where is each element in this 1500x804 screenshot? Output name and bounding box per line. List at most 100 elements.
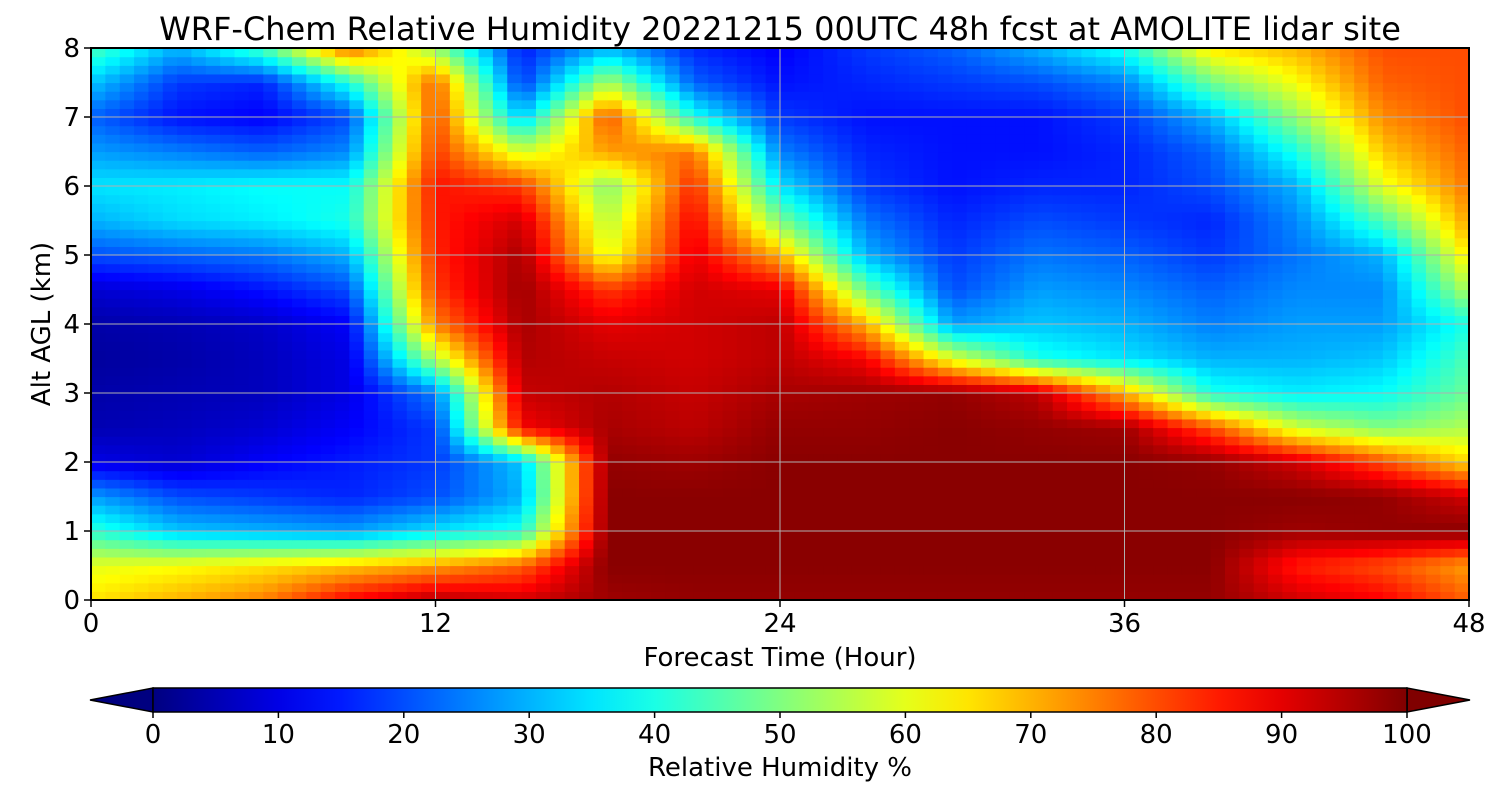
heatmap-cell <box>378 264 393 273</box>
heatmap-cell <box>1369 376 1384 385</box>
heatmap-cell <box>263 453 278 462</box>
heatmap-cell <box>1067 419 1082 428</box>
heatmap-cell <box>1168 428 1183 437</box>
heatmap-cell <box>895 445 910 454</box>
heatmap-cell <box>967 333 982 342</box>
heatmap-cell <box>837 307 852 316</box>
heatmap-cell <box>263 505 278 514</box>
heatmap-cell <box>1412 557 1427 566</box>
heatmap-cell <box>1311 152 1326 161</box>
heatmap-cell <box>1024 298 1039 307</box>
heatmap-cell <box>177 255 192 264</box>
heatmap-cell <box>1325 548 1340 557</box>
heatmap-cell <box>105 436 120 445</box>
heatmap-cell <box>249 290 264 299</box>
heatmap-cell <box>579 152 594 161</box>
heatmap-cell <box>278 445 293 454</box>
heatmap-cell <box>536 298 551 307</box>
heatmap-cell <box>148 583 163 592</box>
heatmap-cell <box>636 246 651 255</box>
heatmap-cell <box>1168 255 1183 264</box>
heatmap-cell <box>105 350 120 359</box>
heatmap-cell <box>177 324 192 333</box>
heatmap-cell <box>349 341 364 350</box>
heatmap-cell <box>737 246 752 255</box>
heatmap-cell <box>306 298 321 307</box>
heatmap-cell <box>507 264 522 273</box>
heatmap-cell <box>809 574 824 583</box>
heatmap-cell <box>479 445 494 454</box>
heatmap-cell <box>579 195 594 204</box>
heatmap-cell <box>464 298 479 307</box>
heatmap-cell <box>809 169 824 178</box>
heatmap-cell <box>235 583 250 592</box>
heatmap-cell <box>278 298 293 307</box>
heatmap-cell <box>263 402 278 411</box>
heatmap-cell <box>1239 531 1254 540</box>
heatmap-cell <box>120 566 135 575</box>
heatmap-cell <box>235 152 250 161</box>
heatmap-cell <box>1024 221 1039 230</box>
heatmap-cell <box>91 307 106 316</box>
heatmap-cell <box>981 540 996 549</box>
heatmap-cell <box>823 177 838 186</box>
heatmap-cell <box>1297 402 1312 411</box>
heatmap-cell <box>737 315 752 324</box>
heatmap-cell <box>1282 419 1297 428</box>
heatmap-cell <box>1325 367 1340 376</box>
heatmap-cell <box>263 298 278 307</box>
heatmap-cell <box>665 505 680 514</box>
heatmap-cell <box>1153 488 1168 497</box>
heatmap-cell <box>1010 238 1025 247</box>
heatmap-cell <box>1067 462 1082 471</box>
heatmap-cell <box>550 514 565 523</box>
heatmap-cell <box>522 462 537 471</box>
heatmap-cell <box>91 324 106 333</box>
heatmap-cell <box>191 281 206 290</box>
heatmap-cell <box>794 290 809 299</box>
heatmap-cell <box>895 221 910 230</box>
heatmap-cell <box>378 574 393 583</box>
heatmap-cell <box>794 367 809 376</box>
heatmap-cell <box>1168 152 1183 161</box>
heatmap-cell <box>1053 229 1068 238</box>
heatmap-cell <box>421 350 436 359</box>
heatmap-cell <box>952 350 967 359</box>
heatmap-cell <box>1239 436 1254 445</box>
heatmap-cell <box>694 203 709 212</box>
heatmap-cell <box>1239 488 1254 497</box>
heatmap-cell <box>421 557 436 566</box>
heatmap-cell <box>1067 350 1082 359</box>
heatmap-cell <box>378 333 393 342</box>
heatmap-cell <box>1268 290 1283 299</box>
heatmap-cell <box>1239 393 1254 402</box>
heatmap-cell <box>421 169 436 178</box>
heatmap-cell <box>1426 264 1441 273</box>
heatmap-cell <box>909 488 924 497</box>
heatmap-cell <box>809 246 824 255</box>
heatmap-cell <box>1426 419 1441 428</box>
heatmap-cell <box>608 436 623 445</box>
heatmap-cell <box>392 169 407 178</box>
heatmap-cell <box>91 410 106 419</box>
heatmap-cell <box>1412 566 1427 575</box>
heatmap-cell <box>837 393 852 402</box>
heatmap-cell <box>866 505 881 514</box>
heatmap-cell <box>536 419 551 428</box>
heatmap-cell <box>407 272 422 281</box>
heatmap-cell <box>766 505 781 514</box>
heatmap-cell <box>191 522 206 531</box>
heatmap-cell <box>1182 367 1197 376</box>
heatmap-cell <box>737 281 752 290</box>
heatmap-cell <box>565 290 580 299</box>
heatmap-cell <box>249 384 264 393</box>
heatmap-cell <box>479 195 494 204</box>
heatmap-cell <box>1182 281 1197 290</box>
heatmap-cell <box>91 143 106 152</box>
heatmap-cell <box>723 574 738 583</box>
heatmap-cell <box>1440 186 1455 195</box>
heatmap-cell <box>536 445 551 454</box>
heatmap-cell <box>880 255 895 264</box>
heatmap-cell <box>665 419 680 428</box>
heatmap-cell <box>1340 212 1355 221</box>
